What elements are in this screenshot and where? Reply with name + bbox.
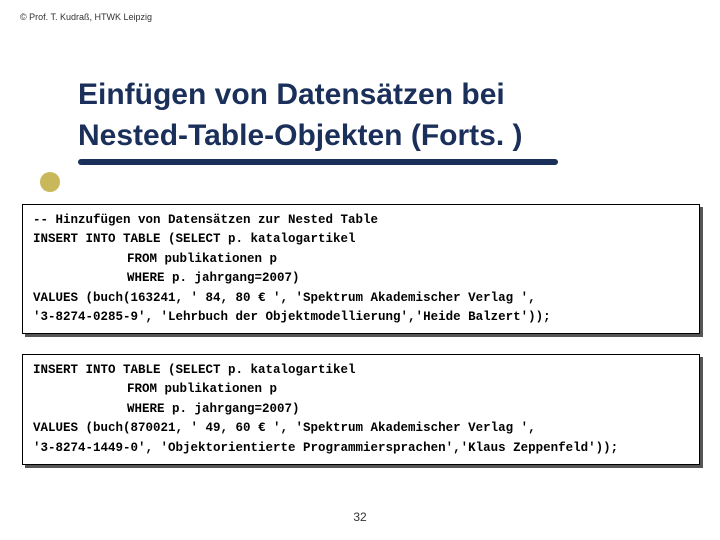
code-line: INSERT INTO TABLE (SELECT p. katalogarti… [33,363,356,377]
title-underline [78,159,558,165]
code-line: '3-8274-0285-9', 'Lehrbuch der Objektmod… [33,310,551,324]
code-line: WHERE p. jahrgang=2007) [33,269,689,288]
code-line: '3-8274-1449-0', 'Objektorientierte Prog… [33,441,618,455]
title-line-2: Nested-Table-Objekten (Forts. ) [78,119,680,154]
copyright-text: © Prof. T. Kudraß, HTWK Leipzig [20,12,152,22]
code-line: VALUES (buch(163241, ' 84, 80 € ', 'Spek… [33,291,536,305]
title-line-1: Einfügen von Datensätzen bei [78,78,680,113]
code-line: FROM publikationen p [33,380,689,399]
code-block-1: -- Hinzufügen von Datensätzen zur Nested… [22,204,700,334]
code-line: VALUES (buch(870021, ' 49, 60 € ', 'Spek… [33,421,536,435]
code-line: FROM publikationen p [33,250,689,269]
code-block-2: INSERT INTO TABLE (SELECT p. katalogarti… [22,354,700,465]
accent-bullet [40,172,60,192]
code-line: INSERT INTO TABLE (SELECT p. katalogarti… [33,232,356,246]
code-line: WHERE p. jahrgang=2007) [33,400,689,419]
page-number: 32 [0,510,720,524]
code-line: -- Hinzufügen von Datensätzen zur Nested… [33,213,378,227]
title-block: Einfügen von Datensätzen bei Nested-Tabl… [78,78,680,165]
